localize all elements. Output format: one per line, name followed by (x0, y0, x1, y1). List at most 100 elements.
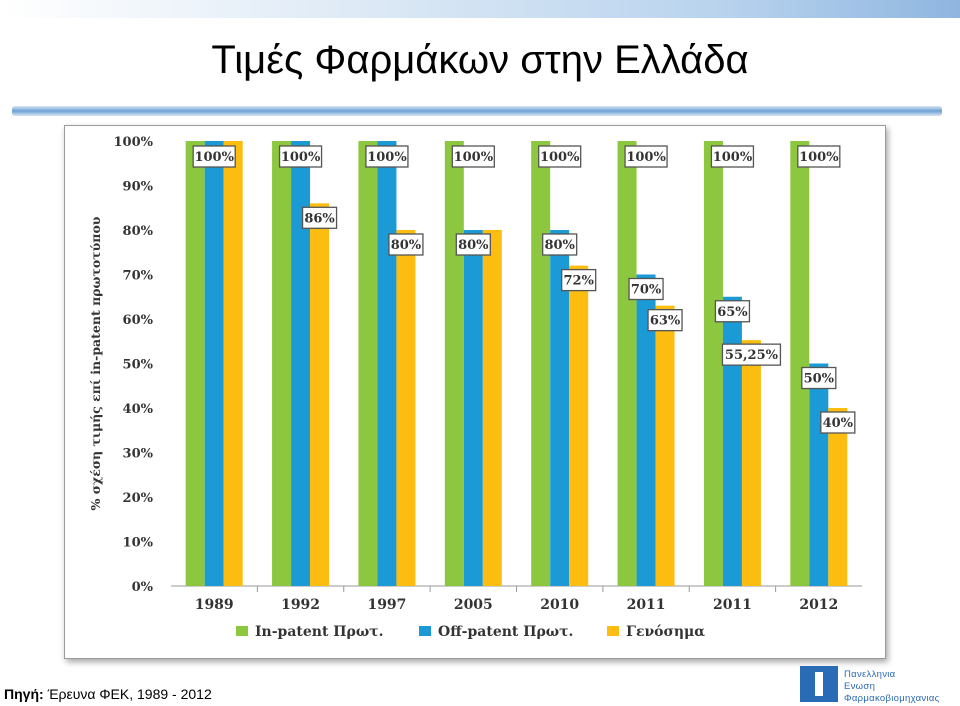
data-label: 40% (823, 416, 854, 431)
bar-2-2012 (809, 363, 829, 586)
data-label: 100% (799, 150, 839, 165)
data-label: 50% (804, 372, 835, 387)
y-tick-label: 50% (123, 358, 154, 373)
logo-line-1: Πανελληνια (844, 669, 896, 680)
y-tick-label: 30% (123, 447, 154, 462)
bar-3-2012 (828, 408, 848, 586)
bar-2-2011 (636, 274, 656, 586)
legend-label: In-patent Πρωτ. (255, 624, 383, 640)
data-label: 80% (458, 238, 489, 253)
data-label-box (365, 145, 409, 168)
price-chart: 0% 10% 20% 30% 40% 50% 60% 70% 80% 90% 100% % σχέση… (88, 135, 862, 640)
x-tick-label: 2011 (627, 597, 666, 613)
data-label-box (538, 145, 582, 168)
bar-1-2012 (790, 141, 810, 586)
data-label: 100% (454, 150, 494, 165)
data-label: 100% (194, 150, 234, 165)
data-label: 65% (717, 305, 748, 320)
legend-swatch (236, 626, 248, 636)
y-tick-label: 40% (123, 402, 154, 417)
y-axis-title: % σχέση τιμής επί in-patent πρωτοτύπου (88, 216, 103, 510)
data-label: 72% (563, 274, 594, 289)
bar-1-1997 (358, 141, 378, 586)
bar-3-2005 (482, 230, 502, 586)
x-tick-label: 2010 (540, 597, 579, 613)
bar-2-2010 (550, 230, 570, 586)
bar-1-1989 (185, 141, 205, 586)
y-tick-label: 20% (123, 491, 154, 506)
data-label: 100% (367, 150, 407, 165)
data-label: 80% (391, 238, 422, 253)
data-label-box (455, 233, 491, 256)
data-label-box (388, 233, 424, 256)
y-tick-label: 90% (123, 180, 154, 195)
data-label-box (561, 268, 597, 292)
data-label-box (451, 145, 495, 168)
data-label-box (624, 145, 668, 168)
source-text: Έρευνα ΦΕΚ, 1989 - 2012 (47, 686, 212, 702)
bar-3-2011 (741, 340, 761, 586)
data-label: 100% (540, 150, 580, 165)
x-tick-label: 1997 (367, 597, 406, 613)
data-label: 100% (281, 150, 321, 165)
bar-3-2010 (569, 265, 589, 586)
data-label-box (797, 145, 841, 168)
data-label-box (820, 411, 856, 434)
sfee-logo: Πανελληνια Ενωση Φαρμακοβιομηχανιας (800, 666, 960, 706)
data-label-box (721, 343, 782, 366)
y-tick-label: 60% (123, 313, 154, 328)
data-label-box (714, 300, 751, 323)
data-label: 100% (626, 150, 666, 165)
x-tick-label: 2012 (799, 597, 838, 613)
legend-swatch (419, 626, 431, 636)
bar-2-1989 (204, 141, 224, 586)
y-tick-label: 80% (123, 224, 154, 239)
bar-2-2011 (722, 296, 742, 586)
legend-label: Off-patent Πρωτ. (438, 624, 573, 640)
y-tick-label: 100% (114, 135, 154, 150)
bar-3-1992 (310, 203, 330, 587)
bar-3-2011 (655, 305, 675, 586)
legend-swatch (607, 626, 619, 636)
data-label: 63% (650, 314, 681, 329)
x-tick-label: 1992 (281, 597, 320, 613)
data-label: 70% (631, 283, 662, 298)
y-tick-label: 10% (123, 536, 154, 551)
bar-1-2011 (703, 141, 723, 586)
data-label: 80% (544, 238, 575, 253)
top-decoration-bar (0, 0, 960, 18)
data-label-box (647, 308, 683, 332)
data-label: 100% (713, 150, 753, 165)
bar-3-1989 (223, 141, 243, 586)
bar-2-1992 (291, 141, 311, 586)
x-tick-label: 1989 (195, 597, 234, 613)
bar-2-1997 (377, 141, 397, 586)
data-label-box (542, 233, 578, 256)
bar-1-2011 (617, 141, 637, 586)
data-label-box (801, 366, 837, 390)
x-tick-label: 2005 (454, 597, 493, 613)
source-note: Πηγή: Έρευνα ΦΕΚ, 1989 - 2012 (4, 686, 212, 702)
bar-1-1992 (272, 141, 292, 586)
x-tick-label: 2011 (713, 597, 752, 613)
bar-1-2010 (531, 141, 551, 586)
y-tick-label: 0% (132, 580, 154, 595)
data-label-box (301, 206, 338, 229)
logo-line-2: Ενωση (844, 681, 876, 692)
data-label-box (192, 145, 236, 168)
logo-line-3: Φαρμακοβιομηχανιας (844, 693, 940, 704)
legend-label: Γενόσημα (626, 624, 705, 640)
data-label: 55,25% (725, 348, 779, 363)
data-label: 86% (304, 211, 335, 226)
logo-mark-icon (800, 666, 838, 702)
page-title: Τιμές Φαρμάκων στην Ελλάδα (211, 38, 749, 82)
source-label: Πηγή: (4, 686, 44, 702)
data-label-box (278, 145, 323, 168)
y-tick-label: 70% (123, 269, 154, 284)
bar-1-2005 (444, 141, 464, 586)
data-label-box (710, 145, 755, 168)
bar-3-1997 (396, 230, 416, 586)
title-divider (12, 106, 942, 116)
bar-2-2005 (463, 230, 483, 586)
data-label-box (628, 277, 664, 301)
